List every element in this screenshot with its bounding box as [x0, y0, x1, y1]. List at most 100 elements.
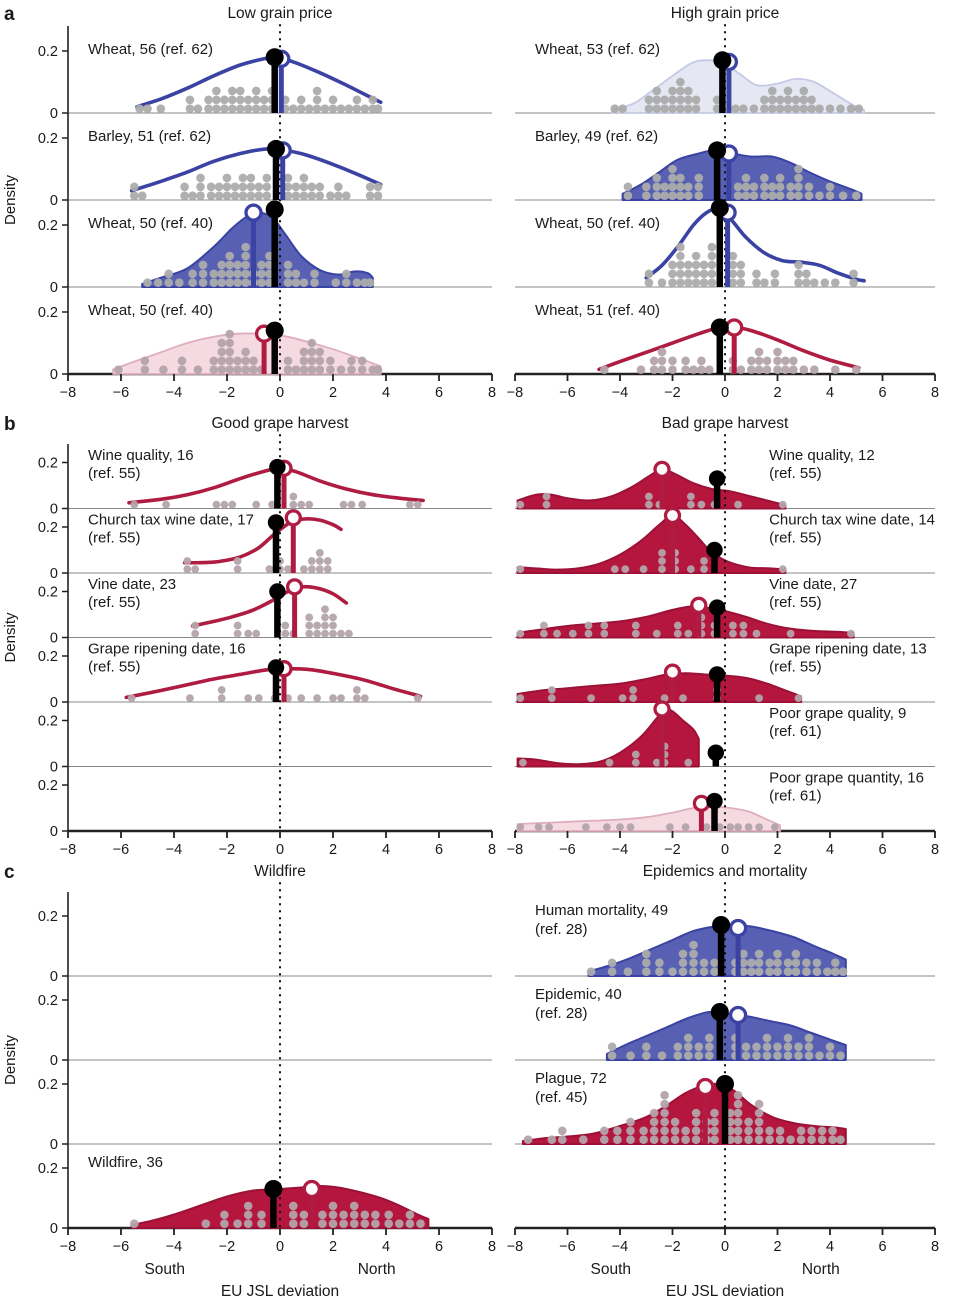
dot: [681, 1126, 690, 1136]
dot: [186, 694, 194, 702]
mean-marker-circle: [710, 318, 729, 337]
dot: [281, 621, 290, 630]
dot: [836, 1135, 845, 1144]
data-dots: [127, 686, 422, 702]
column-title: Low grain price: [227, 5, 332, 22]
dot: [177, 365, 187, 375]
dot: [233, 278, 242, 288]
dot: [668, 260, 677, 270]
dot: [607, 1042, 617, 1052]
dot: [689, 949, 698, 959]
dot: [733, 182, 743, 192]
dot: [297, 694, 306, 702]
row-label: Barley, 49 (ref. 62): [535, 128, 658, 145]
dot: [384, 1210, 394, 1220]
dot: [783, 95, 793, 105]
data-dots: [130, 1201, 425, 1228]
y-tick-label: 0: [50, 695, 58, 711]
dot: [405, 1219, 415, 1228]
dot: [739, 967, 748, 976]
dot: [212, 86, 221, 96]
dot: [607, 958, 617, 968]
dot: [817, 1135, 827, 1144]
dot: [201, 1219, 211, 1228]
mean-marker: [706, 792, 723, 831]
dot: [283, 191, 293, 200]
dot: [198, 269, 208, 279]
dot: [754, 958, 764, 968]
mean-marker: [265, 48, 284, 113]
dot: [243, 1219, 253, 1228]
dot: [228, 86, 237, 96]
dot: [775, 95, 785, 105]
dot: [729, 621, 737, 630]
dot: [644, 269, 654, 279]
dot: [773, 356, 782, 366]
dot: [337, 629, 345, 638]
dot: [188, 269, 197, 279]
dot: [799, 104, 809, 113]
dot: [657, 1051, 667, 1060]
dot: [220, 1219, 229, 1228]
dot: [283, 182, 293, 192]
y-tick-label: 0.2: [38, 993, 58, 1009]
dot: [689, 940, 698, 950]
dot: [804, 182, 814, 192]
dot: [791, 949, 801, 959]
dot: [817, 1126, 827, 1136]
x-tick-label: −2: [219, 1239, 236, 1255]
dot: [812, 958, 822, 968]
dot: [225, 365, 234, 375]
y-tick-label: 0: [50, 193, 58, 209]
dot: [204, 95, 213, 105]
dot: [802, 967, 811, 976]
dot: [244, 694, 253, 702]
dot: [794, 191, 803, 200]
dot: [283, 269, 293, 279]
dot: [736, 278, 746, 288]
dot: [707, 278, 717, 288]
x-tick-label: 8: [931, 385, 939, 401]
mean-marker: [708, 599, 726, 638]
dot: [676, 95, 685, 105]
dot: [700, 557, 708, 565]
dot: [254, 182, 264, 192]
dot: [220, 500, 229, 509]
mean-marker-circle: [712, 916, 731, 934]
dot: [334, 182, 343, 192]
mean-marker-circle: [708, 470, 726, 487]
mean-marker: [710, 1003, 729, 1060]
open-marker-circle: [284, 509, 302, 527]
dot: [781, 356, 790, 366]
row-label: Wheat, 53 (ref. 62): [535, 41, 660, 58]
dot: [694, 1051, 704, 1060]
panel-letter: a: [4, 4, 15, 25]
open-marker: [285, 578, 304, 638]
y-tick-label: 0.2: [38, 218, 58, 234]
dot: [329, 629, 337, 638]
dot: [749, 182, 759, 192]
dot: [246, 191, 256, 200]
dot: [114, 365, 123, 375]
dot: [342, 278, 351, 288]
dot: [728, 251, 738, 261]
row-label: Wheat, 56 (ref. 62): [88, 41, 213, 58]
mean-marker: [708, 470, 726, 509]
dot: [299, 1219, 309, 1228]
panel-c-svg: cDensityWildfire0.200.200.200.20Wildfire…: [2, 862, 939, 1300]
north-label: North: [358, 1261, 396, 1278]
dot: [694, 1042, 704, 1052]
dot: [217, 694, 226, 702]
dot: [516, 565, 525, 573]
dot: [655, 967, 664, 976]
x-tick-label: −4: [166, 385, 183, 401]
dot: [206, 191, 216, 200]
dot: [329, 694, 337, 702]
dot: [676, 242, 685, 252]
dot: [652, 104, 662, 113]
x-tick-label: 8: [488, 842, 496, 858]
dot: [353, 694, 361, 702]
dot: [770, 269, 780, 279]
panel-a-svg: a Density Low grain price 0.2 0 Wheat, 56 (re…: [2, 4, 939, 401]
